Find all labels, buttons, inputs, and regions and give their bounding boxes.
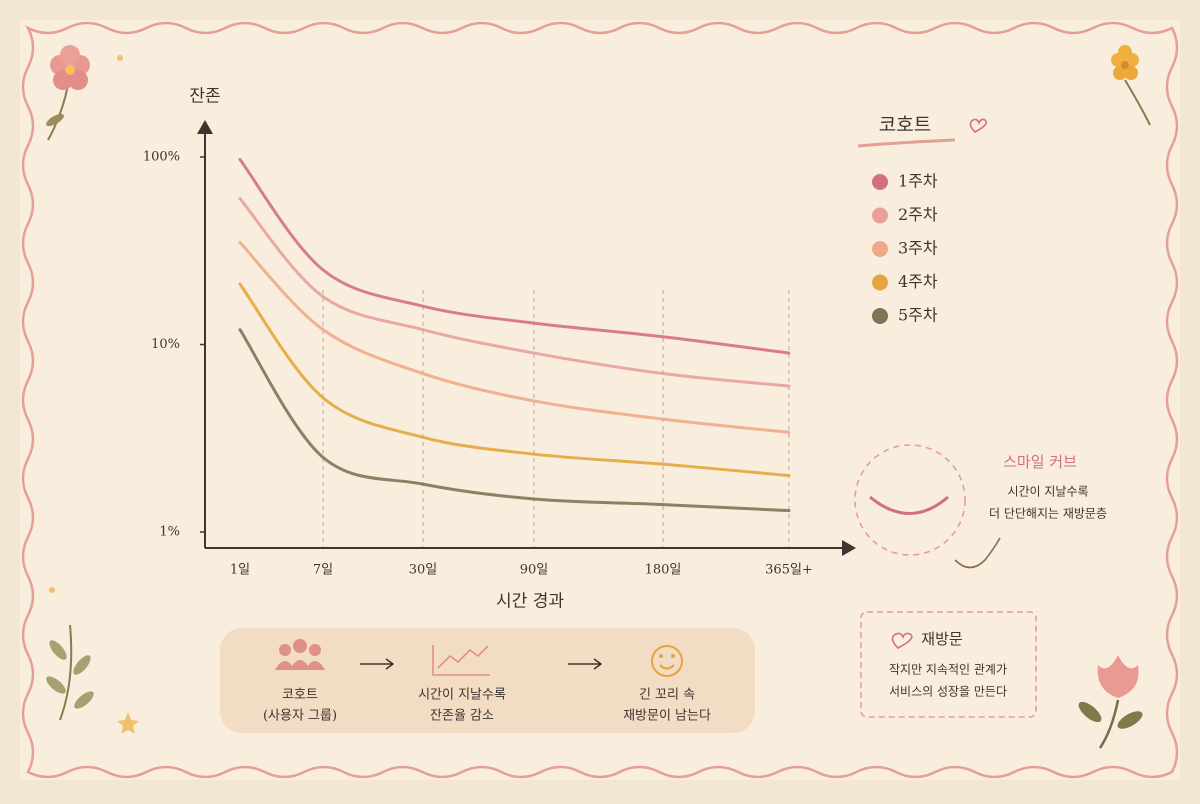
- series-line: [238, 328, 791, 513]
- y-tick-label: 100%: [143, 150, 180, 165]
- series-line: [238, 197, 791, 388]
- legend-title: 코호트: [879, 114, 931, 136]
- legend-swatch: [872, 241, 888, 257]
- annotation-title: 스마일 커브: [1003, 453, 1077, 471]
- dot: [117, 55, 123, 61]
- note-title: 재방문: [921, 630, 963, 648]
- legend-swatch: [872, 174, 888, 190]
- x-axis-label: 시간 경과: [496, 592, 564, 612]
- x-tick-label: 90일: [520, 563, 549, 578]
- legend-underline: [857, 138, 956, 148]
- legend-label: 1주차: [898, 172, 938, 191]
- annotation-text: 더 단단해지는 재방문층: [989, 507, 1107, 521]
- legend-swatch: [872, 308, 888, 324]
- flower-top-left: [46, 45, 90, 141]
- flower-bottom-right: [1078, 655, 1143, 749]
- legend-label: 4주차: [898, 272, 938, 291]
- wavy-border: [21, 21, 1179, 779]
- legend-swatch: [872, 274, 888, 291]
- flower-top-right: [1111, 45, 1151, 126]
- lines: [238, 157, 791, 513]
- series-line: [238, 282, 791, 478]
- star: [117, 712, 139, 734]
- series-line: [238, 157, 791, 355]
- flow-text: 긴 꼬리 속: [639, 688, 695, 703]
- heart: [891, 632, 913, 649]
- y-axis-arrow: [197, 120, 213, 134]
- note-text: 서비스의 성장을 만든다: [889, 685, 1007, 699]
- flow-text: 코호트: [282, 688, 318, 703]
- flow-arrow: [360, 658, 395, 670]
- smile-curve: [869, 495, 949, 515]
- flow-text: 잔존율 감소: [430, 709, 494, 724]
- x-tick-label: 7일: [313, 563, 333, 578]
- legend-label: 3주차: [898, 239, 938, 258]
- note-text: 작지만 지속적인 관계가: [889, 663, 1007, 677]
- flow-arrow: [568, 658, 603, 670]
- people-icon: [275, 639, 325, 670]
- chart-icon: [432, 645, 490, 676]
- legend: 1주차 2주차 3주차 4주차 5주차: [872, 172, 938, 325]
- y-tick-label: 1%: [159, 525, 180, 540]
- flow-box: [220, 628, 755, 733]
- flow-text: 시간이 지날수록: [418, 688, 506, 703]
- y-axis-label: 잔존: [189, 87, 220, 107]
- flow-text: (사용자 그룹): [263, 709, 337, 724]
- x-tick-label: 365일+: [765, 563, 813, 578]
- x-tick-label: 180일: [645, 563, 682, 578]
- heart: [969, 118, 988, 133]
- x-tick-label: 30일: [409, 563, 438, 578]
- x-tick-label: 1일: [230, 563, 250, 578]
- x-axis-arrow: [842, 540, 856, 556]
- y-tick-label: 10%: [151, 337, 180, 352]
- smile-icon: [651, 645, 683, 677]
- note-box: [860, 611, 1037, 718]
- dot: [49, 587, 55, 593]
- legend-swatch: [872, 207, 888, 224]
- legend-label: 5주차: [898, 306, 938, 325]
- smile-circle: [854, 444, 966, 556]
- leaf-branch: [46, 624, 94, 721]
- annotation-text: 시간이 지날수록: [1007, 485, 1088, 499]
- flow-text: 재방문이 남는다: [623, 709, 711, 724]
- annotation-arrow: [954, 537, 1001, 569]
- legend-label: 2주차: [898, 205, 938, 224]
- series-line: [238, 240, 791, 434]
